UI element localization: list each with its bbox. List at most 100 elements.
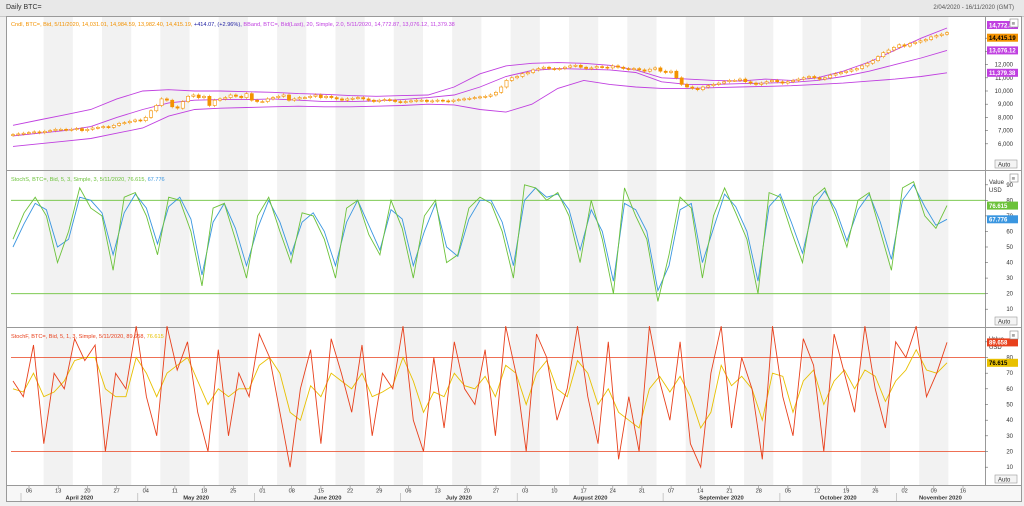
candle-body	[143, 117, 148, 122]
value-tick-label: 90	[1006, 183, 1013, 189]
candle-body	[780, 81, 785, 84]
candle-body	[573, 64, 578, 67]
week-band	[160, 17, 190, 485]
candle-body	[165, 98, 169, 101]
candle-body	[706, 85, 711, 88]
candle-body	[891, 47, 896, 51]
candle-body	[424, 99, 429, 102]
candle-body	[844, 70, 849, 73]
candle-body	[801, 77, 806, 80]
candle-body	[913, 41, 918, 44]
value-tick-label: 6,000	[998, 142, 1014, 148]
candle-body	[754, 82, 758, 85]
month-label: September 2020	[699, 496, 743, 502]
month-label: October 2020	[820, 496, 857, 502]
auto-scale-button[interactable]	[994, 159, 1018, 169]
candle-body	[716, 82, 721, 85]
candle-body	[812, 76, 817, 79]
chart-svg[interactable]: 6,000 7,000 8,000 9,000 10,000 11,000 12,000 13…	[7, 17, 1021, 502]
time-bands	[43, 17, 949, 485]
candle-body	[541, 66, 546, 69]
candle-body	[929, 36, 934, 40]
candle-body	[276, 96, 281, 98]
candle-body	[738, 78, 742, 81]
value-tick-label: 11,000	[995, 76, 1014, 82]
candle-body	[525, 72, 530, 75]
candle-body	[186, 96, 191, 102]
candle-body	[669, 70, 673, 73]
pane-menu-icon: ≡	[1012, 22, 1016, 28]
candle-body	[133, 119, 138, 122]
candle-body	[838, 72, 843, 75]
plots	[11, 27, 985, 469]
candle-body	[207, 96, 212, 106]
candle-body	[430, 100, 435, 103]
candle-body	[202, 96, 206, 98]
candle-body	[191, 94, 196, 97]
candle-body	[350, 98, 355, 100]
value-tag-text: 11,379.38	[989, 71, 1016, 77]
pane-legend: StochF, BTC=, Bid, 5, 1, 3, Simple, 5/11…	[11, 334, 164, 340]
candle-body	[111, 125, 116, 128]
candle-body	[886, 49, 891, 53]
day-label: 09	[931, 489, 937, 495]
candle-body	[536, 68, 541, 71]
auto-scale-label: Auto	[998, 163, 1011, 169]
candle-body	[398, 101, 403, 103]
candle-body	[265, 98, 270, 102]
candle-body	[807, 76, 811, 79]
value-tick-label: 8,000	[998, 115, 1014, 121]
candle-body	[324, 96, 329, 98]
auto-scale-button[interactable]	[994, 316, 1018, 326]
stochf-d-line	[12, 348, 948, 430]
value-axis-header: USD	[989, 345, 1002, 351]
candle-body	[690, 86, 695, 89]
candle-body	[318, 94, 323, 98]
candle-body	[255, 99, 260, 102]
candle-body	[472, 97, 477, 99]
candle-body	[727, 80, 732, 83]
candle-body	[700, 86, 705, 90]
month-label: July 2020	[446, 496, 472, 502]
candle-body	[509, 77, 514, 81]
value-tag-text: 14,772.87	[989, 23, 1016, 29]
chart-area[interactable]: 6,000 7,000 8,000 9,000 10,000 11,000 12,000 13…	[6, 16, 1022, 502]
candle-body	[562, 66, 567, 69]
candle-body	[897, 44, 902, 48]
candle-body	[467, 98, 472, 100]
legend-segment: BBand, BTC=, Bid(Last), 20, Simple, 2.0,…	[243, 22, 454, 28]
candle-body	[170, 99, 175, 108]
candle-body	[594, 66, 599, 69]
day-label: 28	[756, 489, 762, 495]
auto-scale-button[interactable]	[994, 474, 1018, 484]
stochs-d-line	[12, 183, 948, 293]
day-label: 26	[872, 489, 878, 495]
candle-body	[907, 43, 912, 47]
candle-body	[493, 92, 498, 96]
candle-body	[48, 130, 53, 132]
candle-body	[578, 64, 583, 68]
pane-menu-button[interactable]	[1009, 330, 1019, 340]
pane-menu-button[interactable]	[1009, 18, 1019, 28]
candle-body	[679, 77, 684, 85]
candle-body	[218, 98, 222, 101]
candle-body	[785, 81, 790, 84]
candle-body	[440, 99, 445, 102]
candle-body	[85, 129, 90, 131]
candle-body	[74, 128, 79, 130]
auto-scale-label: Auto	[998, 320, 1011, 326]
candle-body	[557, 68, 562, 70]
value-tag-text: 67.776	[989, 218, 1008, 224]
candle-body	[64, 129, 69, 131]
candle-body	[446, 100, 451, 103]
candle-body	[876, 56, 880, 62]
candle-body	[642, 69, 647, 72]
candle-body	[759, 82, 764, 85]
pane-menu-button[interactable]	[1009, 173, 1019, 183]
candle-body	[355, 97, 360, 99]
window-titlebar: Daily BTC= 2/04/2020 - 16/11/2020 (GMT)	[0, 0, 1024, 17]
window-title: Daily BTC=	[6, 4, 42, 11]
candle-body	[403, 101, 408, 103]
candle-body	[568, 65, 573, 68]
candle-body	[849, 69, 854, 72]
